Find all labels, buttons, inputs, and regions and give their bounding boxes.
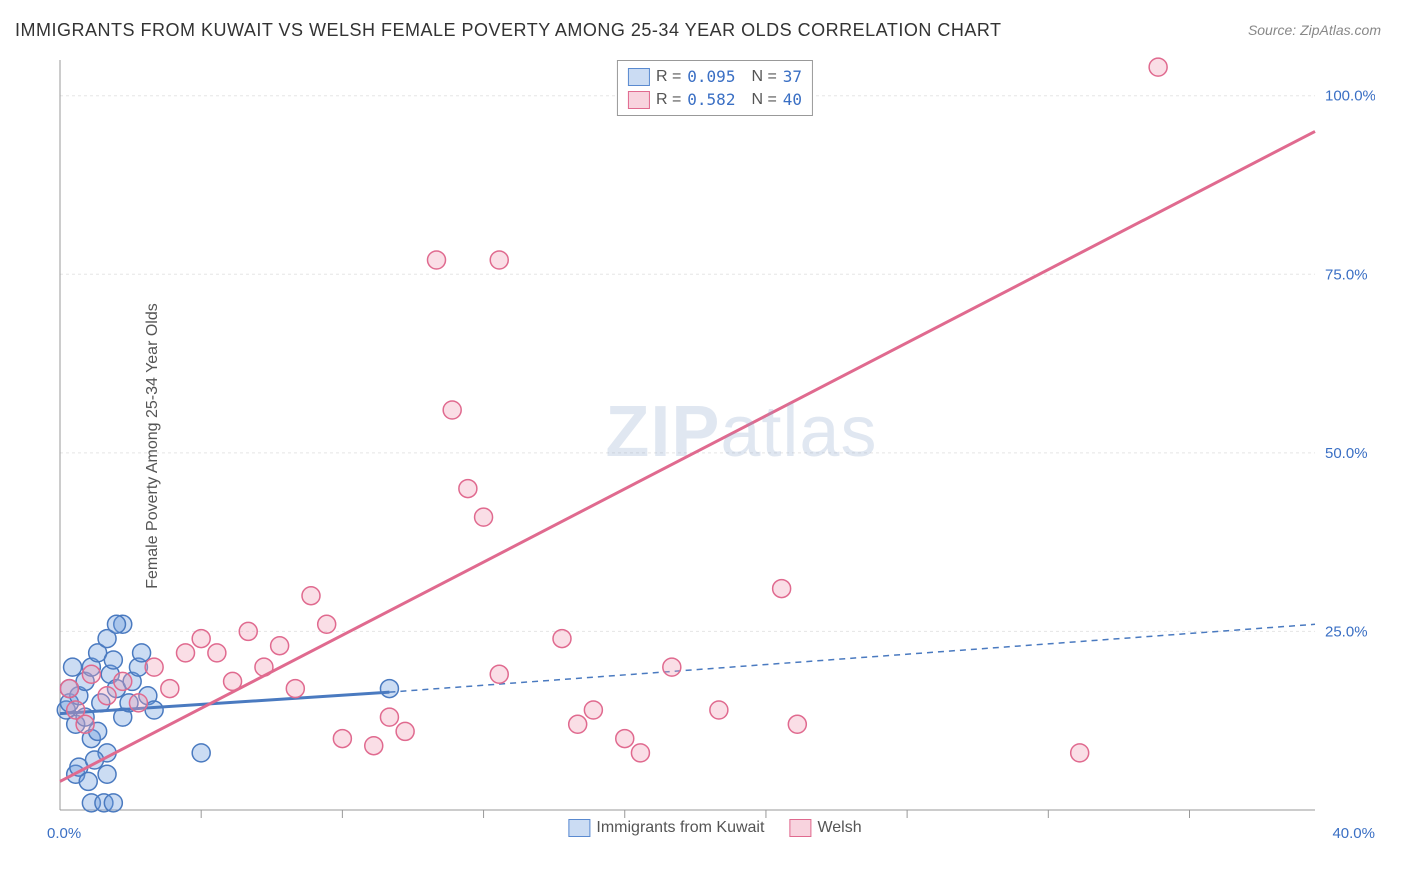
legend-item-kuwait: Immigrants from Kuwait	[568, 819, 764, 837]
svg-text:25.0%: 25.0%	[1325, 623, 1368, 640]
legend-swatch-blue	[628, 68, 650, 86]
legend-swatch-pink	[789, 819, 811, 837]
legend-swatch-blue	[568, 819, 590, 837]
chart-title: IMMIGRANTS FROM KUWAIT VS WELSH FEMALE P…	[15, 20, 1002, 41]
svg-text:100.0%: 100.0%	[1325, 88, 1375, 105]
legend-stats-row-pink: R = 0.582 N = 40	[628, 88, 802, 111]
plot-area: ZIPatlas 25.0%50.0%75.0%100.0% R = 0.095…	[55, 55, 1375, 840]
legend-stats-row-blue: R = 0.095 N = 37	[628, 65, 802, 88]
svg-text:75.0%: 75.0%	[1325, 266, 1368, 283]
legend-series: Immigrants from Kuwait Welsh	[568, 819, 861, 837]
scatter-chart: 25.0% 50.0% 75.0% 100.0%	[55, 55, 1375, 840]
legend-swatch-pink	[628, 91, 650, 109]
legend-stats: R = 0.095 N = 37 R = 0.582 N = 40	[617, 60, 813, 116]
svg-text:50.0%: 50.0%	[1325, 445, 1368, 462]
x-tick-0: 0.0%	[47, 825, 81, 842]
x-tick-1: 40.0%	[1332, 825, 1375, 842]
legend-item-welsh: Welsh	[789, 819, 861, 837]
source-attribution: Source: ZipAtlas.com	[1248, 22, 1381, 38]
